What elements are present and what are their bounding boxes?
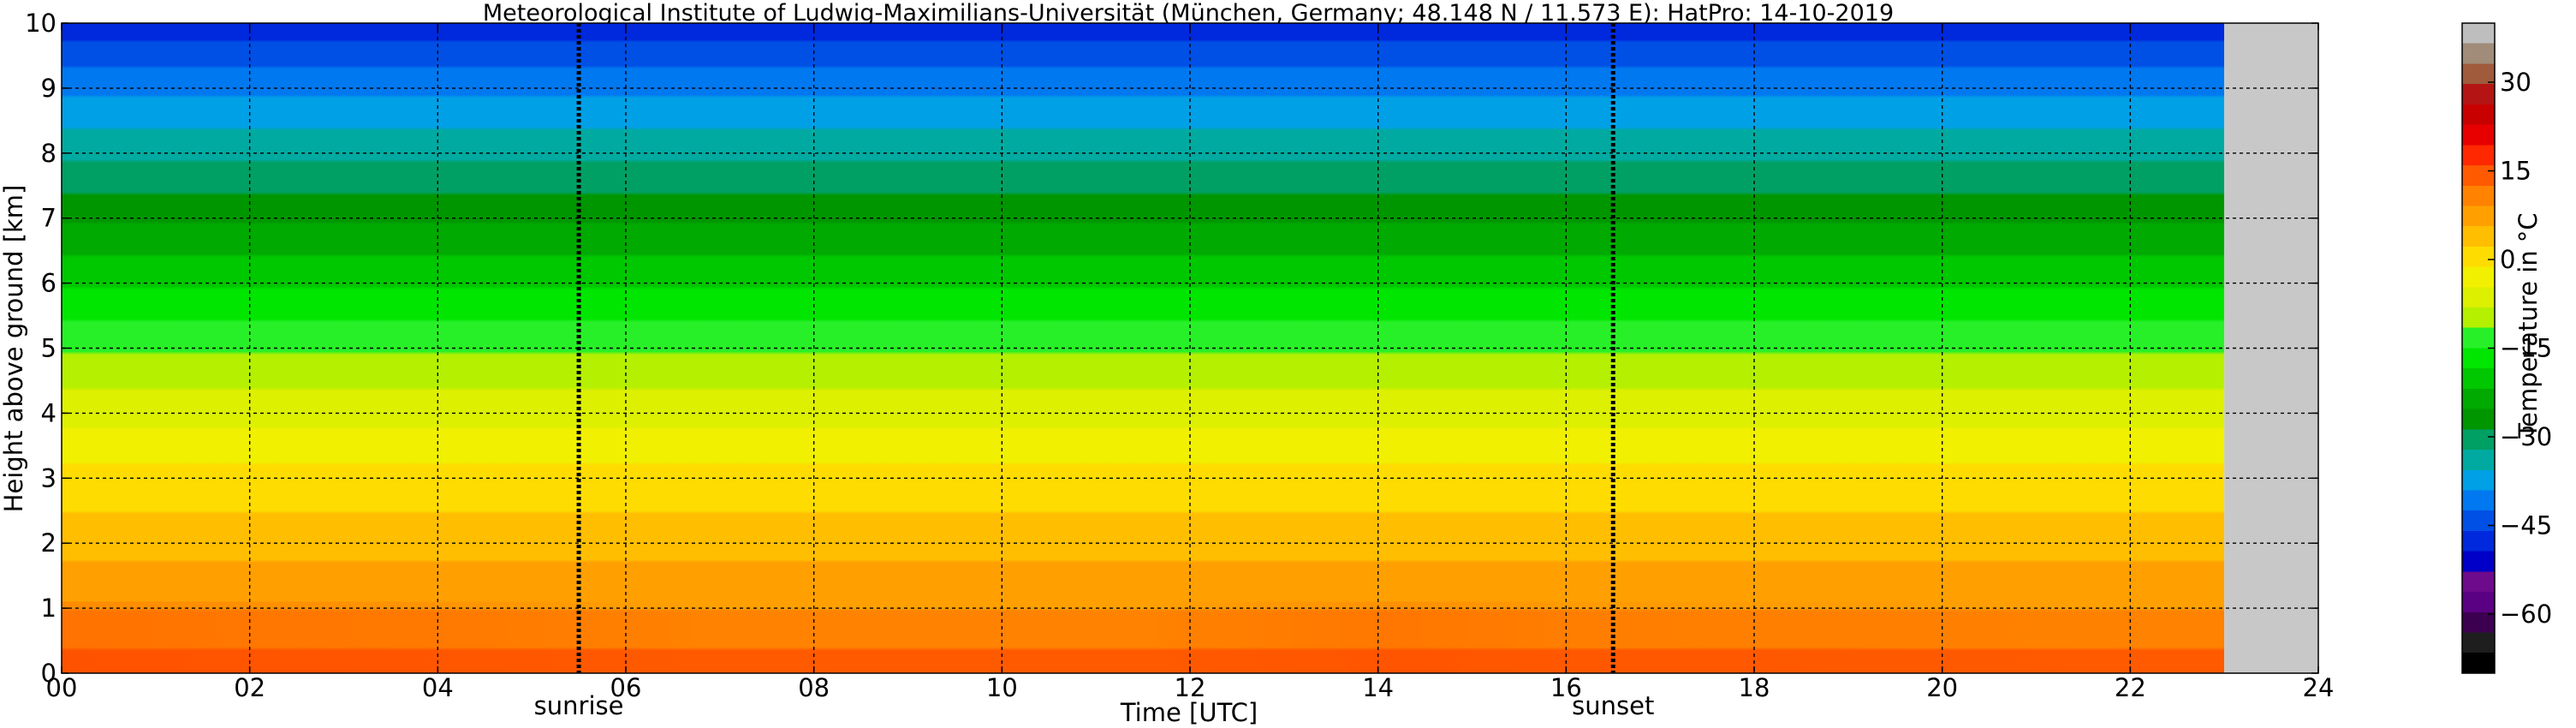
- y-tick-label: 4: [41, 398, 57, 427]
- sun-marker-lines: [576, 23, 1615, 673]
- grid-lines: [62, 23, 2318, 673]
- x-tick-label: 02: [234, 673, 265, 702]
- y-tick-label: 5: [41, 334, 57, 363]
- y-tick-label: 2: [41, 528, 57, 558]
- y-axis-ticks: 0 1 2 3 4 5 6 7 8 9 10: [25, 9, 2318, 688]
- x-tick-label: 20: [1926, 673, 1958, 702]
- colorbar-tick-label: −30: [2500, 422, 2552, 451]
- colorbar-ticks: −60 −45 −30 −15 0 15 30: [2488, 68, 2552, 629]
- x-tick-label: 00: [46, 673, 78, 702]
- colorbar: −60 −45 −30 −15 0 15 30 Temperature in °C: [2461, 22, 2552, 674]
- colorbar-tick-label: 15: [2500, 157, 2531, 186]
- y-tick-label: 3: [41, 463, 57, 492]
- colorbar-tick-label: 30: [2500, 68, 2531, 97]
- sunrise-label: sunrise: [534, 691, 624, 720]
- x-tick-label: 06: [610, 673, 642, 702]
- x-tick-label: 16: [1550, 673, 1582, 702]
- x-tick-label: 12: [1175, 673, 1206, 702]
- sun-marker-labels: sunrise sunset: [534, 691, 1655, 720]
- y-tick-label: 0: [41, 659, 57, 688]
- x-tick-label: 22: [2115, 673, 2146, 702]
- colorbar-label: Temperature in °C: [2514, 212, 2543, 439]
- colorbar-tick-label: −45: [2500, 511, 2552, 540]
- y-tick-label: 10: [25, 9, 57, 38]
- chart-title: Meteorological Institute of Ludwig-Maxim…: [483, 0, 1894, 27]
- plot-area: [61, 22, 2319, 674]
- y-tick-label: 8: [41, 139, 57, 168]
- x-tick-label: 18: [1739, 673, 1770, 702]
- x-tick-label: 08: [798, 673, 830, 702]
- x-axis-ticks: 00 02 04 06 08 10 12 14 16 18 20 22 24: [46, 23, 2335, 702]
- colorbar-tick-label: −15: [2500, 334, 2552, 363]
- y-tick-label: 1: [41, 594, 57, 623]
- x-tick-label: 24: [2303, 673, 2335, 702]
- colorbar-tick-label: 0: [2500, 245, 2515, 274]
- y-tick-label: 9: [41, 74, 57, 103]
- y-tick-label: 7: [41, 204, 57, 233]
- y-tick-label: 6: [41, 269, 57, 298]
- surface-warming-overlay: [62, 601, 2225, 673]
- x-tick-label: 10: [986, 673, 1018, 702]
- x-tick-label: 04: [422, 673, 454, 702]
- x-axis-label: Time [UTC]: [1120, 698, 1258, 727]
- colorbar-tick-label: −60: [2500, 600, 2552, 629]
- sunset-label: sunset: [1572, 691, 1654, 720]
- y-axis-label: Height above ground [km]: [0, 185, 28, 513]
- x-tick-label: 14: [1362, 673, 1394, 702]
